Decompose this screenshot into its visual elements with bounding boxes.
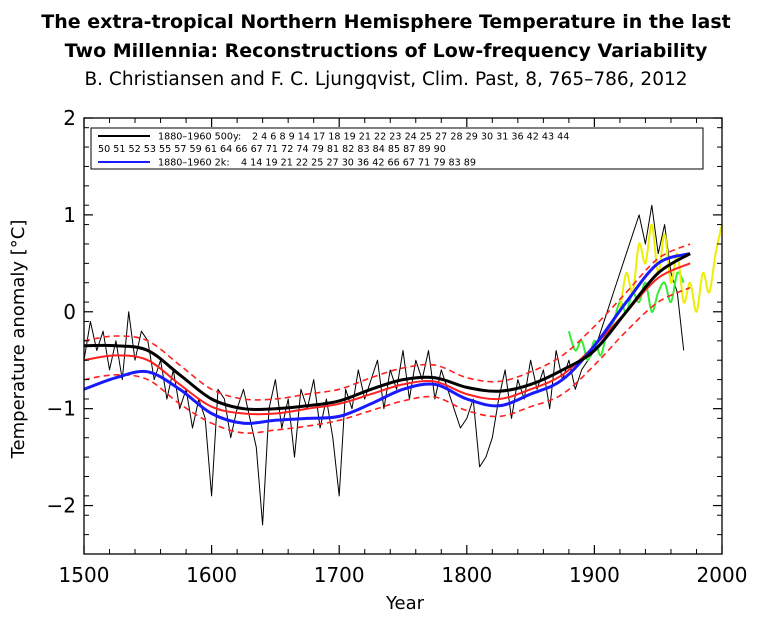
x-tick-label: 1600 bbox=[186, 563, 237, 587]
legend-label-500y: 1880–1960 500y: bbox=[158, 132, 241, 143]
plot-frame bbox=[83, 117, 723, 555]
series-instrumental-yellow-line bbox=[618, 223, 723, 313]
chart-citation: B. Christiansen and F. C. Ljungqvist, Cl… bbox=[84, 69, 688, 90]
legend-text-500y-row1: 2 4 6 8 9 14 17 18 19 21 22 23 24 25 27 … bbox=[252, 132, 569, 143]
x-axis-title: Year bbox=[385, 593, 425, 614]
y-tick-label: 2 bbox=[63, 106, 76, 130]
x-tick-label: 2000 bbox=[697, 563, 748, 587]
legend-text-2k: 4 14 19 21 22 25 27 30 36 42 66 67 71 79… bbox=[241, 158, 476, 169]
x-tick-label: 1800 bbox=[441, 563, 492, 587]
chart-title-block: The extra-tropical Northern Hemisphere T… bbox=[0, 8, 772, 94]
x-tick-label: 1500 bbox=[59, 563, 110, 587]
series-instrumental-green-line bbox=[567, 271, 685, 362]
legend-label-2k: 1880–1960 2k: bbox=[158, 158, 230, 169]
y-tick-label: 1 bbox=[63, 203, 76, 227]
chart-title-line-2: Two Millennia: Reconstructions of Low-fr… bbox=[64, 40, 708, 62]
legend-text-500y-row2: 50 51 52 53 55 57 59 61 64 66 67 71 72 7… bbox=[98, 144, 446, 155]
x-tick-label: 1700 bbox=[314, 563, 365, 587]
legend: 1880–1960 500y: 2 4 6 8 9 14 17 18 19 21… bbox=[90, 127, 704, 170]
y-tick-label: 0 bbox=[63, 300, 76, 324]
series-confidence-upper-line bbox=[83, 243, 691, 401]
series-500y-annual-line bbox=[83, 204, 685, 526]
series-500y-smoothed-line bbox=[83, 252, 691, 412]
y-axis-title: Temperature anomaly [°C] bbox=[8, 220, 29, 460]
chart-title-line-1: The extra-tropical Northern Hemisphere T… bbox=[41, 11, 731, 33]
y-tick-label: −1 bbox=[47, 397, 76, 421]
legend-box bbox=[90, 127, 704, 170]
x-tick-label: 1900 bbox=[569, 563, 620, 587]
y-tick-label: −2 bbox=[47, 494, 76, 518]
series-confidence-lower-line bbox=[83, 286, 691, 434]
series-2k-smoothed-line bbox=[83, 252, 691, 425]
